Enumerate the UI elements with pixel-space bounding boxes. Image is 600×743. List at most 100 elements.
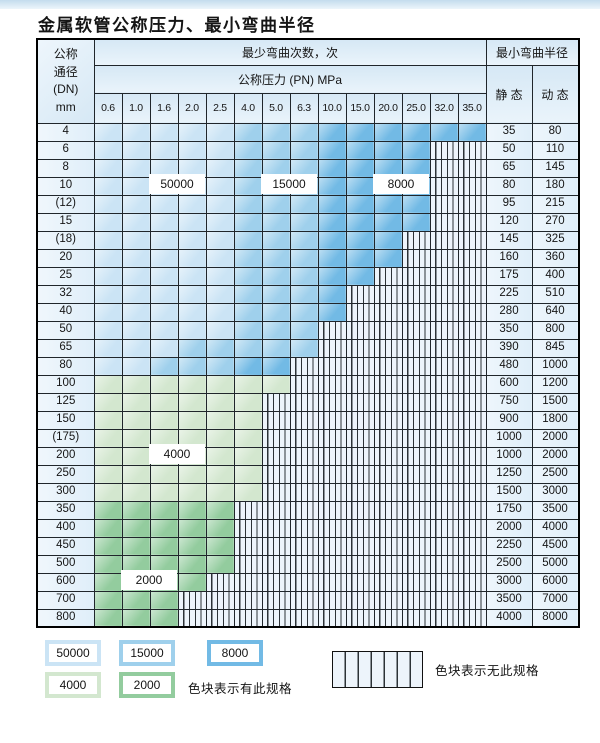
cell-dn700-pn0.6-cycles2000 <box>93 590 123 610</box>
cell-dn40-pn0.6-cycles50000 <box>93 302 123 322</box>
cell-dn(18)-pn25.0-no-spec <box>401 230 431 250</box>
cell-dn6-pn10.0-cycles8000 <box>317 140 347 160</box>
cell-dn(12)-pn5.0-cycles15000 <box>261 194 291 214</box>
cell-dn250-pn35.0-no-spec <box>457 464 487 484</box>
cell-dn350-pn2.5-cycles2000 <box>205 500 235 520</box>
dn-value: 700 <box>36 590 95 610</box>
dn-value: 8 <box>36 158 95 178</box>
cell-dn125-pn6.3-no-spec <box>289 392 319 412</box>
cell-dn(18)-pn2.5-cycles50000 <box>205 230 235 250</box>
header-pn-25.0: 25.0 <box>401 92 431 124</box>
cell-dn(12)-pn15.0-cycles8000 <box>345 194 375 214</box>
cell-dn(18)-pn0.6-cycles50000 <box>93 230 123 250</box>
cell-dn450-pn5.0-no-spec <box>261 536 291 556</box>
cell-dn150-pn5.0-no-spec <box>261 410 291 430</box>
table-row-dn350: 350 1750 3500 <box>36 500 579 520</box>
cell-dn200-pn10.0-no-spec <box>317 446 347 466</box>
cell-dn200-pn1.0-cycles4000 <box>121 446 151 466</box>
header-nominal-pressure: 公称压力 (PN) MPa <box>93 64 487 94</box>
cell-dn4-pn25.0-cycles8000 <box>401 122 431 142</box>
cell-dn150-pn2.0-cycles4000 <box>177 410 207 430</box>
cell-dn500-pn15.0-no-spec <box>345 554 375 574</box>
cell-dn32-pn1.6-cycles50000 <box>149 284 179 304</box>
cell-dn150-pn32.0-no-spec <box>429 410 459 430</box>
dynamic-radius-value: 2500 <box>531 464 579 484</box>
bend-cycles-label-15000: 15000 <box>261 174 317 194</box>
cell-dn500-pn25.0-no-spec <box>401 554 431 574</box>
cell-dn65-pn2.5-cycles15000 <box>205 338 235 358</box>
cell-dn(175)-pn1.0-cycles4000 <box>121 428 151 448</box>
spec-table-wrap: 公称 通径 (DN) mm 最少弯曲次数，次 最小弯曲半径 公称压力 (PN) MPa… <box>36 38 580 628</box>
legend-has-spec-text: 色块表示有此规格 <box>188 682 293 696</box>
cell-dn6-pn0.6-cycles50000 <box>93 140 123 160</box>
cell-dn32-pn32.0-no-spec <box>429 284 459 304</box>
cell-dn65-pn5.0-cycles15000 <box>261 338 291 358</box>
cell-dn20-pn35.0-no-spec <box>457 248 487 268</box>
cell-dn350-pn5.0-no-spec <box>261 500 291 520</box>
cell-dn450-pn15.0-no-spec <box>345 536 375 556</box>
dn-value: 125 <box>36 392 95 412</box>
header-pn-1.6: 1.6 <box>149 92 179 124</box>
cell-dn65-pn2.0-cycles15000 <box>177 338 207 358</box>
cell-dn100-pn1.0-cycles4000 <box>121 374 151 394</box>
cell-dn600-pn2.5-no-spec <box>205 572 235 592</box>
cell-dn500-pn2.0-cycles2000 <box>177 554 207 574</box>
cell-dn300-pn10.0-no-spec <box>317 482 347 502</box>
cell-dn700-pn2.0-no-spec <box>177 590 207 610</box>
static-radius-value: 50 <box>485 140 533 160</box>
cell-dn450-pn0.6-cycles2000 <box>93 536 123 556</box>
cell-dn125-pn10.0-no-spec <box>317 392 347 412</box>
cell-dn8-pn1.0-cycles50000 <box>121 158 151 178</box>
table-row-dn4: 4 35 80 <box>36 122 579 142</box>
cell-dn80-pn4.0-cycles8000 <box>233 356 263 376</box>
header-dn: 公称 通径 (DN) mm <box>36 38 95 124</box>
cell-dn80-pn2.5-cycles15000 <box>205 356 235 376</box>
header-dn-line: mm <box>55 99 76 114</box>
cell-dn(18)-pn1.6-cycles50000 <box>149 230 179 250</box>
cell-dn200-pn15.0-no-spec <box>345 446 375 466</box>
cell-dn15-pn2.0-cycles50000 <box>177 212 207 232</box>
cell-dn10-pn2.5-cycles50000 <box>205 176 235 196</box>
cell-dn32-pn25.0-no-spec <box>401 284 431 304</box>
cell-dn20-pn32.0-no-spec <box>429 248 459 268</box>
cell-dn(175)-pn2.0-cycles4000 <box>177 428 207 448</box>
table-row-dn20: 20 160 360 <box>36 248 579 268</box>
cell-dn10-pn32.0-no-spec <box>429 176 459 196</box>
cell-dn125-pn1.6-cycles4000 <box>149 392 179 412</box>
cell-dn25-pn6.3-cycles15000 <box>289 266 319 286</box>
table-row-dn80: 80 480 1000 <box>36 356 579 376</box>
cell-dn(18)-pn5.0-cycles15000 <box>261 230 291 250</box>
cell-dn50-pn2.0-cycles50000 <box>177 320 207 340</box>
static-radius-value: 3500 <box>485 590 533 610</box>
cell-dn40-pn6.3-cycles15000 <box>289 302 319 322</box>
header-pn-15.0: 15.0 <box>345 92 375 124</box>
cell-dn25-pn35.0-no-spec <box>457 266 487 286</box>
spec-table: 公称 通径 (DN) mm 最少弯曲次数，次 最小弯曲半径 公称压力 (PN) MPa… <box>36 38 580 628</box>
dn-value: 100 <box>36 374 95 394</box>
cell-dn65-pn20.0-no-spec <box>373 338 403 358</box>
cell-dn50-pn10.0-no-spec <box>317 320 347 340</box>
cell-dn500-pn4.0-no-spec <box>233 554 263 574</box>
cell-dn4-pn4.0-cycles15000 <box>233 122 263 142</box>
cell-dn100-pn1.6-cycles4000 <box>149 374 179 394</box>
cell-dn250-pn32.0-no-spec <box>429 464 459 484</box>
cell-dn400-pn2.5-cycles2000 <box>205 518 235 538</box>
cell-dn400-pn2.0-cycles2000 <box>177 518 207 538</box>
cell-dn350-pn15.0-no-spec <box>345 500 375 520</box>
cell-dn20-pn2.0-cycles50000 <box>177 248 207 268</box>
cell-dn80-pn35.0-no-spec <box>457 356 487 376</box>
cell-dn700-pn2.5-no-spec <box>205 590 235 610</box>
table-row-dn300: 300 1500 3000 <box>36 482 579 502</box>
cell-dn4-pn10.0-cycles8000 <box>317 122 347 142</box>
cell-dn150-pn20.0-no-spec <box>373 410 403 430</box>
cell-dn600-pn20.0-no-spec <box>373 572 403 592</box>
cell-dn(12)-pn35.0-no-spec <box>457 194 487 214</box>
cell-dn20-pn1.6-cycles50000 <box>149 248 179 268</box>
cell-dn200-pn0.6-cycles4000 <box>93 446 123 466</box>
table-row-dn25: 25 175 400 <box>36 266 579 286</box>
cell-dn32-pn10.0-cycles8000 <box>317 284 347 304</box>
cell-dn(12)-pn1.0-cycles50000 <box>121 194 151 214</box>
cell-dn100-pn25.0-no-spec <box>401 374 431 394</box>
dynamic-radius-value: 510 <box>531 284 579 304</box>
